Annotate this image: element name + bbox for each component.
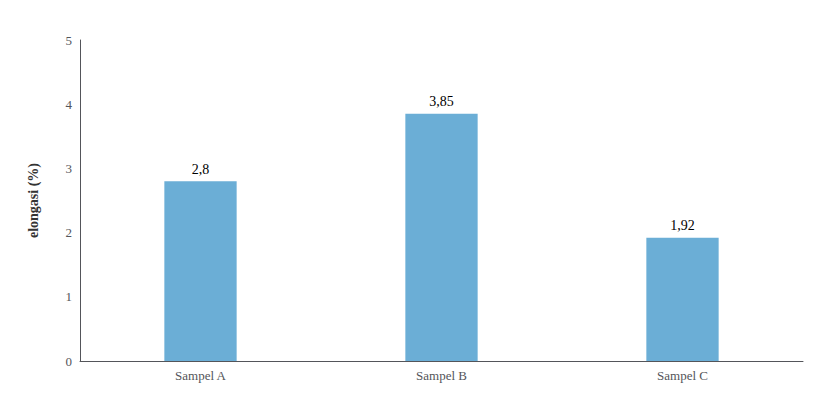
svg-text:2: 2 [66,225,73,240]
svg-text:0: 0 [66,354,73,369]
svg-text:5: 5 [66,33,73,48]
svg-text:1: 1 [66,289,73,304]
svg-text:Sampel C: Sampel C [657,368,708,383]
svg-text:1,92: 1,92 [670,218,695,233]
svg-text:Sampel A: Sampel A [175,368,227,383]
svg-text:Sampel B: Sampel B [416,368,467,383]
svg-text:3,85: 3,85 [429,94,454,109]
svg-text:elongasi (%): elongasi (%) [26,163,42,238]
svg-text:3: 3 [66,161,73,176]
svg-text:2,8: 2,8 [192,162,210,177]
svg-text:4: 4 [66,97,73,112]
